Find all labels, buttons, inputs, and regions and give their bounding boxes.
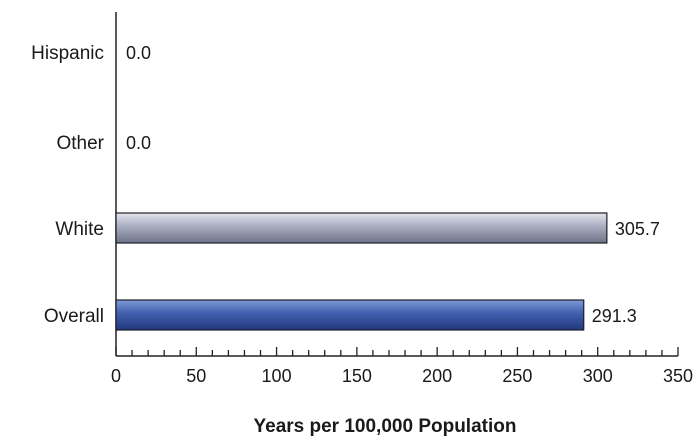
- category-label-other: Other: [56, 133, 104, 154]
- x-tick-label: 50: [186, 366, 206, 386]
- value-label-overall: 291.3: [592, 306, 637, 326]
- x-tick-label: 200: [422, 366, 452, 386]
- bar-overall: [115, 299, 585, 331]
- category-label-overall: Overall: [44, 306, 104, 327]
- x-tick-label: 350: [663, 366, 693, 386]
- category-label-hispanic: Hispanic: [31, 43, 104, 64]
- value-label-other: 0.0: [126, 133, 151, 153]
- category-label-white: White: [55, 219, 104, 240]
- value-label-hispanic: 0.0: [126, 43, 151, 63]
- bar-white: [115, 212, 608, 244]
- x-tick-label: 0: [111, 366, 121, 386]
- value-label-white: 305.7: [615, 219, 660, 239]
- x-tick-label: 100: [262, 366, 292, 386]
- x-tick-label: 150: [342, 366, 372, 386]
- x-tick-label: 250: [502, 366, 532, 386]
- x-axis-title: Years per 100,000 Population: [254, 416, 517, 437]
- x-tick-label: 300: [583, 366, 613, 386]
